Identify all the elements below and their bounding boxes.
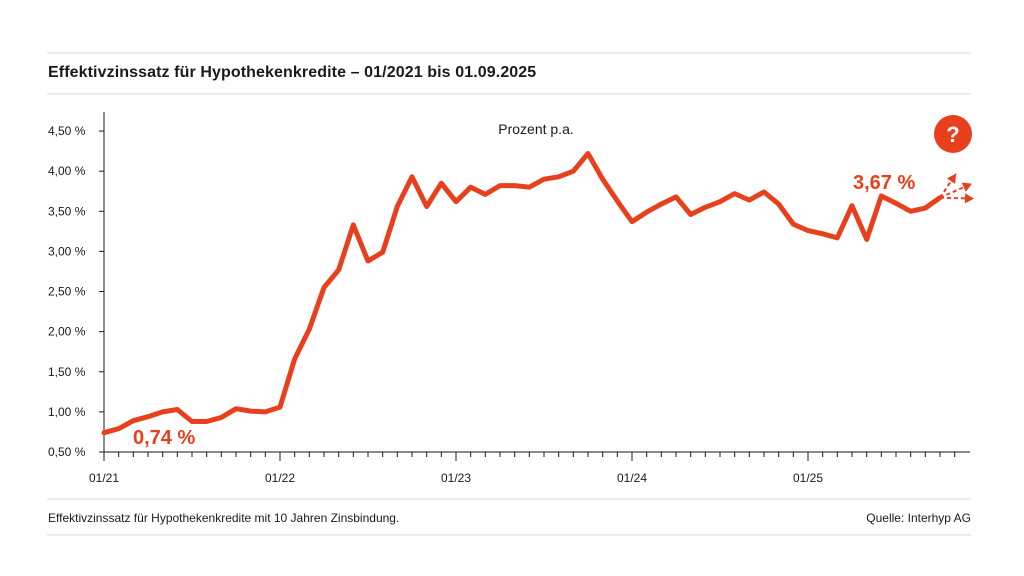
y-tick-label: 1,00 %	[48, 405, 86, 419]
x-tick-label: 01/25	[793, 471, 823, 485]
x-tick-label: 01/21	[89, 471, 119, 485]
forecast-arrow-head	[961, 182, 972, 192]
chart-title: Effektivzinssatz für Hypothekenkredite –…	[48, 64, 537, 81]
forecast-arrows	[939, 173, 975, 204]
annotation-end-value: 3,67 %	[853, 172, 915, 194]
annotation-start-value: 0,74 %	[133, 427, 195, 449]
chart-subtitle: Prozent p.a.	[498, 121, 574, 137]
help-button[interactable]: ?	[934, 115, 972, 153]
y-tick-label: 4,50 %	[48, 124, 86, 138]
bottom-rule	[47, 534, 971, 536]
y-tick-label: 3,50 %	[48, 204, 86, 218]
footer-rule	[47, 498, 971, 500]
x-tick-label: 01/24	[617, 471, 647, 485]
y-tick-label: 4,00 %	[48, 164, 86, 178]
x-axis-ticks: 01/21 01/22 01/23 01/24 01/25	[89, 452, 956, 485]
y-tick-label: 3,00 %	[48, 244, 86, 258]
footer-source: Quelle: Interhyp AG	[866, 511, 971, 525]
help-label: ?	[946, 122, 959, 147]
title-rule	[47, 93, 971, 95]
question-mark-icon[interactable]	[934, 115, 972, 153]
chart-area: 0,50 % 1,00 % 1,50 % 2,00 % 2,50 % 3,00 % 3,50…	[48, 112, 975, 485]
forecast-arrow-head	[964, 193, 974, 204]
top-rule	[47, 52, 971, 54]
y-tick-label: 2,50 %	[48, 285, 86, 299]
y-axis-ticks: 0,50 % 1,00 % 1,50 % 2,00 % 2,50 % 3,00 % 3,50…	[48, 124, 104, 459]
y-tick-label: 1,50 %	[48, 365, 86, 379]
x-tick-label: 01/23	[441, 471, 471, 485]
footer-note: Effektivzinssatz für Hypothekenkredite m…	[48, 511, 400, 525]
series-line	[101, 151, 943, 436]
y-tick-label: 0,50 %	[48, 445, 86, 459]
y-tick-label: 2,00 %	[48, 325, 86, 339]
forecast-arrow-head	[946, 173, 956, 184]
x-tick-label: 01/22	[265, 471, 295, 485]
